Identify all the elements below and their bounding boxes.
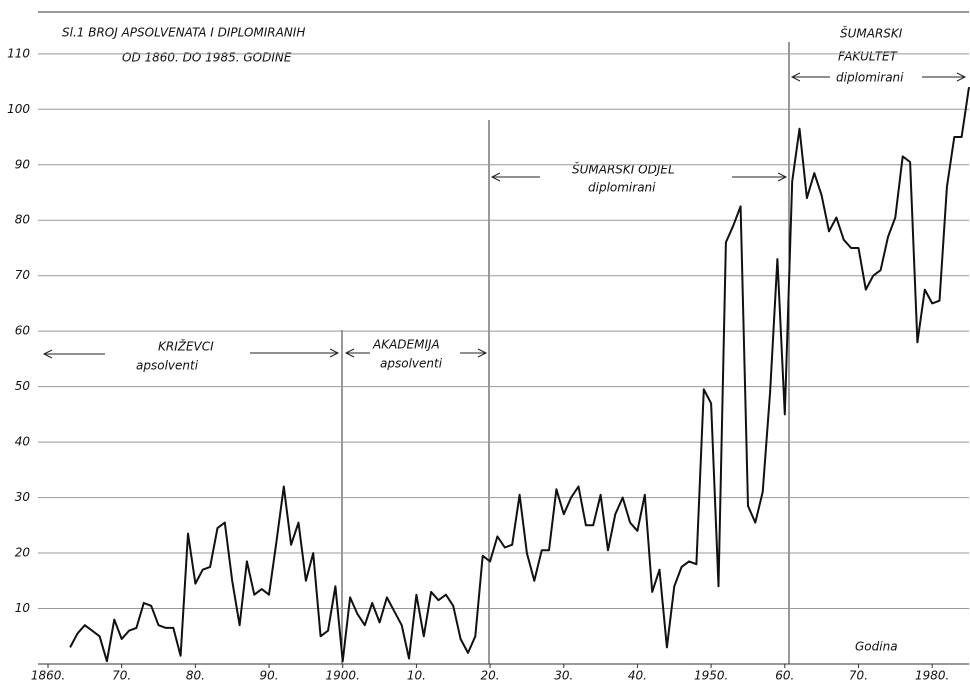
annotation: apsolventi (380, 357, 443, 371)
x-tick-label: 70. (112, 669, 131, 683)
x-tick-label: 1950. (694, 669, 728, 683)
arrow (344, 348, 370, 358)
y-tick-label: 60 (15, 324, 31, 338)
annotation: KRIŽEVCI (158, 339, 214, 354)
x-tick-label: 10. (407, 669, 426, 683)
y-tick-label: 90 (15, 157, 31, 171)
x-tick-label: 1900. (326, 669, 360, 683)
y-tick-label: 110 (7, 46, 30, 60)
arrow (490, 172, 540, 182)
arrow (460, 348, 488, 358)
arrow (790, 72, 830, 82)
x-tick-label: 1980. (915, 669, 949, 683)
x-tick-label: 40. (628, 669, 647, 683)
annotation: diplomirani (836, 71, 904, 85)
y-tick-label: 10 (15, 601, 31, 615)
data-line (69, 86, 970, 663)
annotation: AKADEMIJA (372, 338, 440, 352)
x-tick-label: 70. (849, 669, 868, 683)
y-tick-label: 20 (15, 546, 31, 560)
y-tick-label: 50 (15, 379, 31, 393)
y-tick-label: 100 (7, 102, 30, 116)
annotation: apsolventi (136, 359, 199, 373)
x-tick-label: 80. (186, 669, 205, 683)
y-tick-label: 80 (15, 213, 31, 227)
x-tick-label: 30. (554, 669, 573, 683)
y-tick-label: 40 (15, 435, 31, 449)
x-tick-label: 60. (775, 669, 794, 683)
annotation: FAKULTET (838, 50, 899, 64)
annotation: diplomirani (588, 181, 656, 195)
y-tick-label: 30 (15, 490, 31, 504)
x-tick-label: 1860. (31, 669, 65, 683)
arrow (922, 72, 967, 82)
annotation: ŠUMARSKI ODJEL (572, 162, 675, 177)
x-tick-label: 20. (481, 669, 500, 683)
arrow (250, 348, 340, 358)
x-axis-label: Godina (855, 640, 898, 654)
arrow (42, 349, 105, 359)
chart-subtitle: OD 1860. DO 1985. GODINE (122, 51, 292, 65)
chart-title: Sl.1 BROJ APSOLVENATA I DIPLOMIRANIH (62, 26, 305, 40)
annotation: ŠUMARSKI (840, 26, 903, 41)
x-tick-label: 90. (259, 669, 278, 683)
y-tick-label: 70 (15, 268, 31, 282)
arrow (732, 172, 788, 182)
